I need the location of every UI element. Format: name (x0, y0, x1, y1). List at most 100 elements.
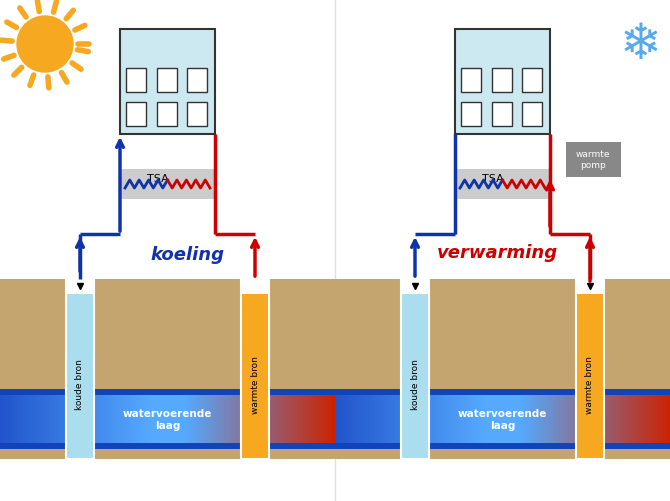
Bar (151, 389, 153, 449)
Bar (330, 389, 332, 449)
Bar (442, 389, 445, 449)
Bar (141, 389, 143, 449)
Bar (582, 389, 584, 449)
Bar (276, 389, 279, 449)
Bar (107, 389, 110, 449)
Bar (431, 389, 433, 449)
Text: koeling: koeling (151, 245, 224, 264)
Bar (477, 389, 480, 449)
Bar (209, 389, 212, 449)
Bar (444, 389, 446, 449)
Bar (546, 389, 549, 449)
Bar (260, 389, 262, 449)
Bar (401, 389, 403, 449)
Bar (379, 389, 381, 449)
Bar (10, 389, 13, 449)
Bar (584, 389, 587, 449)
Bar (461, 389, 463, 449)
Bar (568, 389, 570, 449)
Bar (238, 389, 241, 449)
Bar (1, 389, 4, 449)
Bar (5, 389, 7, 449)
Bar (146, 389, 148, 449)
Bar (362, 389, 364, 449)
Bar (647, 389, 649, 449)
Bar (234, 389, 237, 449)
Bar (100, 389, 103, 449)
Bar (630, 389, 632, 449)
Bar (415, 389, 418, 449)
Bar (528, 389, 530, 449)
Bar (348, 389, 351, 449)
Bar (608, 389, 610, 449)
Bar (565, 142, 620, 177)
Bar (556, 389, 559, 449)
Bar (211, 389, 214, 449)
Bar (624, 389, 627, 449)
Bar (77, 389, 80, 449)
Bar (243, 389, 245, 449)
Bar (40, 389, 43, 449)
Bar (129, 389, 131, 449)
Bar (289, 389, 292, 449)
Bar (446, 389, 448, 449)
Bar (285, 389, 287, 449)
Bar (121, 389, 123, 449)
Bar (389, 389, 391, 449)
Bar (157, 103, 177, 127)
Bar (273, 389, 275, 449)
Bar (66, 280, 94, 295)
Bar (241, 280, 269, 459)
Bar (429, 389, 431, 449)
Bar (342, 389, 344, 449)
Bar (312, 389, 314, 449)
Bar (401, 280, 429, 295)
Bar (228, 389, 230, 449)
Bar (360, 389, 362, 449)
Bar (461, 103, 481, 127)
Bar (387, 389, 389, 449)
Bar (116, 389, 118, 449)
Bar (126, 103, 146, 127)
Bar (665, 389, 667, 449)
Bar (240, 389, 242, 449)
Bar (535, 389, 537, 449)
Bar (109, 389, 111, 449)
Bar (650, 389, 653, 449)
Bar (372, 389, 375, 449)
Bar (497, 389, 500, 449)
Bar (377, 389, 379, 449)
Bar (533, 389, 535, 449)
Bar (613, 389, 616, 449)
Bar (327, 389, 329, 449)
Bar (42, 389, 44, 449)
Bar (35, 389, 38, 449)
Bar (434, 389, 436, 449)
Bar (258, 389, 261, 449)
Bar (518, 389, 520, 449)
Bar (124, 389, 127, 449)
Bar (305, 389, 308, 449)
Bar (13, 389, 16, 449)
Bar (469, 389, 472, 449)
Bar (427, 389, 429, 449)
Bar (25, 389, 27, 449)
Bar (123, 389, 125, 449)
Bar (455, 30, 550, 135)
Bar (68, 389, 71, 449)
Bar (337, 389, 339, 449)
Bar (147, 389, 150, 449)
Bar (653, 389, 656, 449)
Bar (295, 389, 297, 449)
Bar (481, 389, 483, 449)
Bar (663, 389, 666, 449)
Bar (224, 389, 227, 449)
Bar (137, 389, 140, 449)
Text: warmte bron: warmte bron (251, 355, 259, 413)
Bar (347, 389, 349, 449)
Bar (268, 389, 271, 449)
Bar (0, 280, 335, 459)
Bar (271, 389, 274, 449)
Bar (310, 389, 312, 449)
Bar (120, 170, 215, 199)
